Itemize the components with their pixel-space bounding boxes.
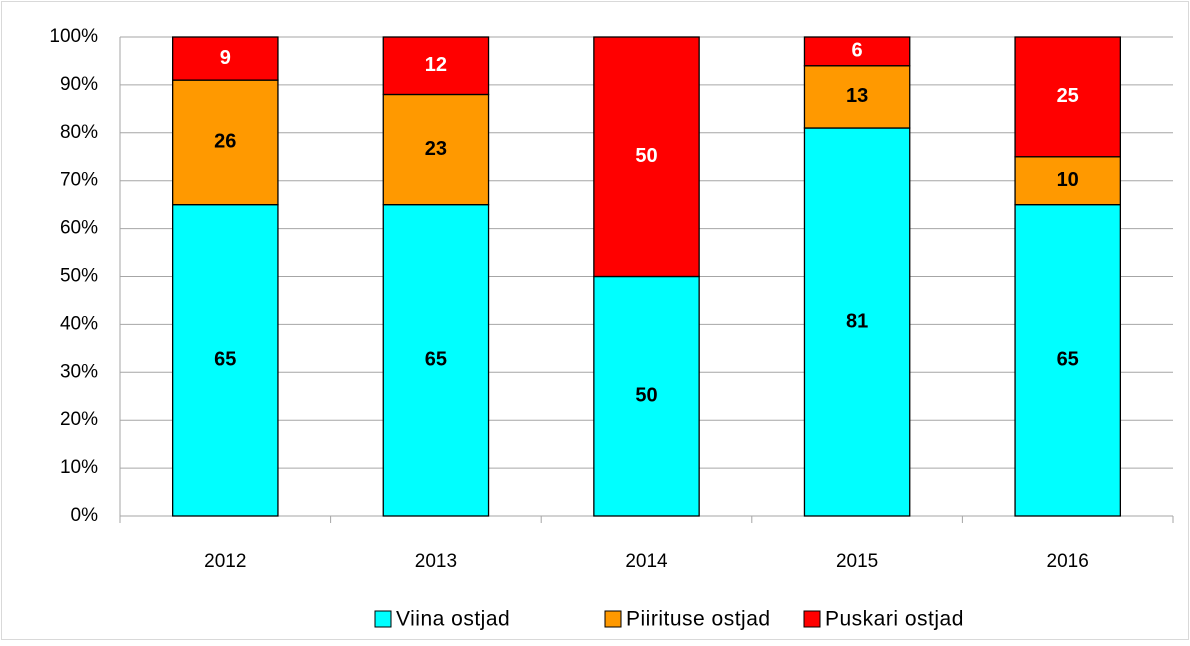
data-label: 65: [214, 349, 236, 371]
y-tick-label: 80%: [60, 122, 98, 143]
legend-label: Piirituse ostjad: [626, 608, 771, 631]
y-tick-label: 90%: [60, 74, 98, 95]
data-label: 65: [425, 349, 447, 371]
data-label: 6: [852, 40, 863, 62]
x-tick-label: 2012: [204, 551, 246, 572]
y-tick-label: 70%: [60, 170, 98, 191]
x-tick-label: 2016: [1047, 551, 1089, 572]
data-label: 25: [1057, 85, 1079, 107]
data-label: 23: [425, 138, 447, 160]
legend-swatch: [604, 610, 622, 628]
bar-segment: [593, 275, 700, 517]
data-label: 50: [635, 385, 657, 407]
y-tick-label: 60%: [60, 218, 98, 239]
data-label: 10: [1057, 169, 1079, 191]
data-label: 26: [214, 131, 236, 153]
data-label: 12: [425, 54, 447, 76]
bar-segment: [171, 79, 279, 206]
legend-swatch: [374, 610, 392, 628]
data-label: 50: [635, 145, 657, 167]
bar-segment: [593, 36, 700, 278]
y-tick-label: 50%: [60, 266, 98, 287]
bar-segment: [1014, 203, 1121, 517]
y-tick-label: 40%: [60, 313, 98, 334]
legend-label: Puskari ostjad: [825, 608, 964, 631]
legend-label: Viina ostjad: [396, 608, 510, 631]
y-tick-label: 10%: [60, 457, 98, 478]
data-label: 65: [1057, 349, 1079, 371]
x-tick-label: 2013: [415, 551, 457, 572]
y-tick-label: 100%: [49, 26, 98, 47]
bar-segment: [1014, 36, 1121, 158]
bar-segment: [171, 203, 279, 517]
y-tick-label: 0%: [71, 505, 99, 526]
bar-segment: [382, 93, 490, 206]
bar-segment: [382, 203, 490, 517]
y-tick-label: 30%: [60, 361, 98, 382]
data-label: 81: [846, 310, 868, 332]
x-tick-label: 2015: [836, 551, 878, 572]
bar-segment: [803, 36, 911, 67]
bar-segment: [1014, 156, 1121, 206]
x-tick-label: 2014: [625, 551, 668, 572]
bar-segment: [803, 127, 911, 517]
data-label: 9: [220, 47, 231, 69]
legend-swatch: [803, 610, 821, 628]
bar-segment: [171, 36, 279, 81]
data-label: 13: [846, 85, 868, 107]
bar-segment: [382, 36, 490, 96]
bar-segment: [803, 65, 911, 129]
y-tick-label: 20%: [60, 409, 98, 430]
